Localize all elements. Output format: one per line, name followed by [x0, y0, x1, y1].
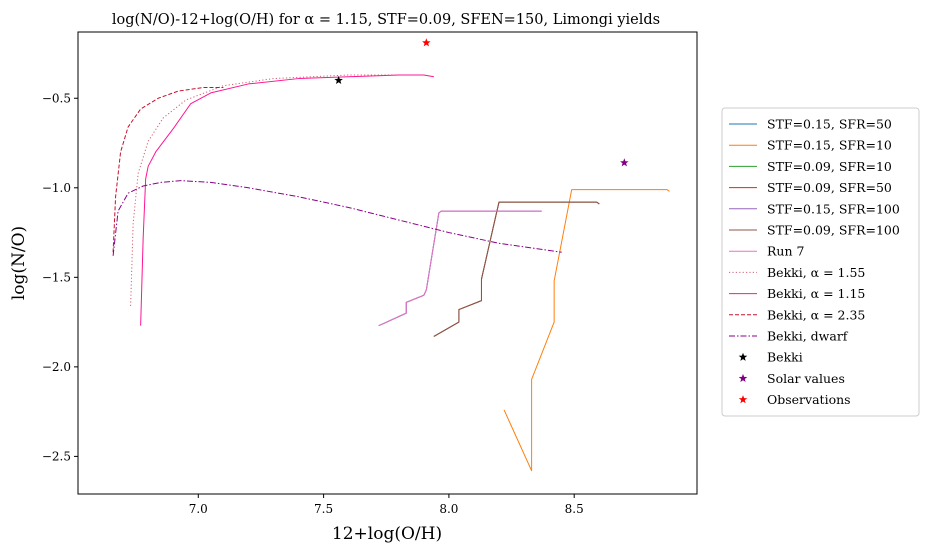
series-line-stf-0-15-sfr-10 [503, 189, 670, 472]
point-observations [422, 38, 431, 47]
x-tick-label: 8.5 [565, 502, 584, 516]
legend-label: Bekki, α = 2.35 [767, 307, 865, 322]
series-line-bekki-2-35 [112, 87, 224, 253]
legend-frame [721, 107, 920, 417]
y-tick-label: −1.0 [42, 181, 71, 195]
legend-label: Bekki, α = 1.55 [767, 265, 865, 280]
legend-swatch [738, 373, 748, 383]
legend-label: Run 7 [767, 244, 804, 259]
legend-label: STF=0.15, SFR=50 [767, 117, 892, 132]
chart-title: log(N/O)-12+log(O/H) for α = 1.15, STF=0… [112, 12, 660, 28]
y-tick-label: −0.5 [42, 91, 71, 105]
series-layer [112, 74, 670, 472]
x-tick-label: 8.0 [439, 502, 458, 516]
series-line-bekki-dwarf [112, 180, 562, 256]
plot-area [77, 31, 698, 495]
legend-items: STF=0.15, SFR=50 STF=0.15, SFR=10 STF=0.09… [729, 117, 900, 407]
legend-label: STF=0.15, SFR=100 [767, 201, 900, 216]
x-axis-label: 12+log(O/H) [332, 524, 442, 544]
point-bekki [334, 75, 343, 84]
series-line-stf-0-09-sfr-100 [433, 201, 600, 337]
y-axis-label: log(N/O) [9, 226, 29, 300]
legend-label: STF=0.09, SFR=50 [767, 180, 892, 195]
legend-label: Bekki, dwarf [767, 329, 849, 344]
legend-label: STF=0.09, SFR=100 [767, 223, 900, 238]
legend-swatch [738, 352, 748, 361]
point-solar-values [620, 158, 629, 167]
series-line-bekki-1-15 [140, 74, 434, 326]
series-line-run-7 [378, 210, 542, 327]
points-layer [334, 38, 629, 167]
legend-label: Bekki [767, 350, 803, 365]
legend-label: Bekki, α = 1.15 [767, 286, 865, 301]
legend-label: Solar values [767, 371, 845, 386]
x-axis-ticks: 7.0 7.5 8.0 8.5 [189, 494, 584, 516]
y-tick-label: −1.5 [42, 270, 71, 284]
legend: STF=0.15, SFR=50 STF=0.15, SFR=10 STF=0.09… [721, 107, 920, 417]
legend-label: STF=0.09, SFR=10 [767, 159, 892, 174]
legend-label: Observations [767, 392, 851, 407]
y-tick-label: −2.0 [42, 360, 71, 374]
legend-label: STF=0.15, SFR=10 [767, 138, 892, 153]
x-tick-label: 7.5 [314, 502, 333, 516]
y-tick-label: −2.5 [42, 449, 71, 463]
x-tick-label: 7.0 [189, 502, 208, 516]
y-axis-ticks: −0.5 −1.0 −1.5 −2.0 −2.5 [42, 91, 78, 463]
legend-swatch [738, 395, 748, 404]
